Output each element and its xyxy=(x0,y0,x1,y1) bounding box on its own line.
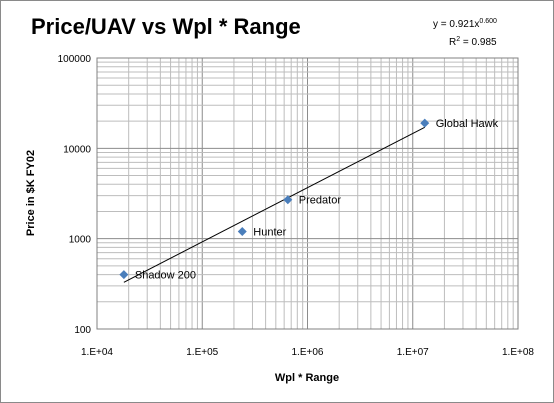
data-points: Shadow 200 Hunter Predator Global Hawk xyxy=(119,118,499,282)
data-point-label: Hunter xyxy=(253,227,286,239)
x-tick-label: 1.E+07 xyxy=(397,347,429,358)
trendline-equation: y = 0.921x0.600 xyxy=(433,18,497,30)
x-tick-label: 1.E+04 xyxy=(81,347,113,358)
chart-title: Price/UAV vs Wpl * Range xyxy=(31,14,301,39)
trendline-r-squared: R2 = 0.985 xyxy=(449,36,497,48)
y-axis-title: Price in $K FY02 xyxy=(25,150,37,236)
y-axis-ticks: 100 1000 10000 100000 xyxy=(58,54,92,336)
trendline-layer xyxy=(123,126,425,283)
y-tick-label: 100 xyxy=(74,325,91,336)
x-axis-title: Wpl * Range xyxy=(275,372,339,384)
data-point-label: Predator xyxy=(299,195,342,207)
data-point xyxy=(283,195,293,205)
y-tick-label: 100000 xyxy=(58,54,92,65)
x-tick-label: 1.E+05 xyxy=(186,347,218,358)
data-point-label: Shadow 200 xyxy=(135,270,196,282)
y-tick-label: 10000 xyxy=(63,144,91,155)
grid xyxy=(96,58,518,330)
data-point xyxy=(237,227,247,237)
data-point xyxy=(420,118,430,128)
plot-area xyxy=(96,57,519,330)
x-tick-label: 1.E+06 xyxy=(292,347,324,358)
x-tick-label: 1.E+08 xyxy=(502,347,534,358)
data-point xyxy=(119,270,129,280)
y-tick-label: 1000 xyxy=(69,235,92,246)
data-point-label: Global Hawk xyxy=(436,118,499,130)
x-axis-ticks: 1.E+04 1.E+05 1.E+06 1.E+07 1.E+08 xyxy=(81,347,534,358)
trendline xyxy=(123,126,425,283)
